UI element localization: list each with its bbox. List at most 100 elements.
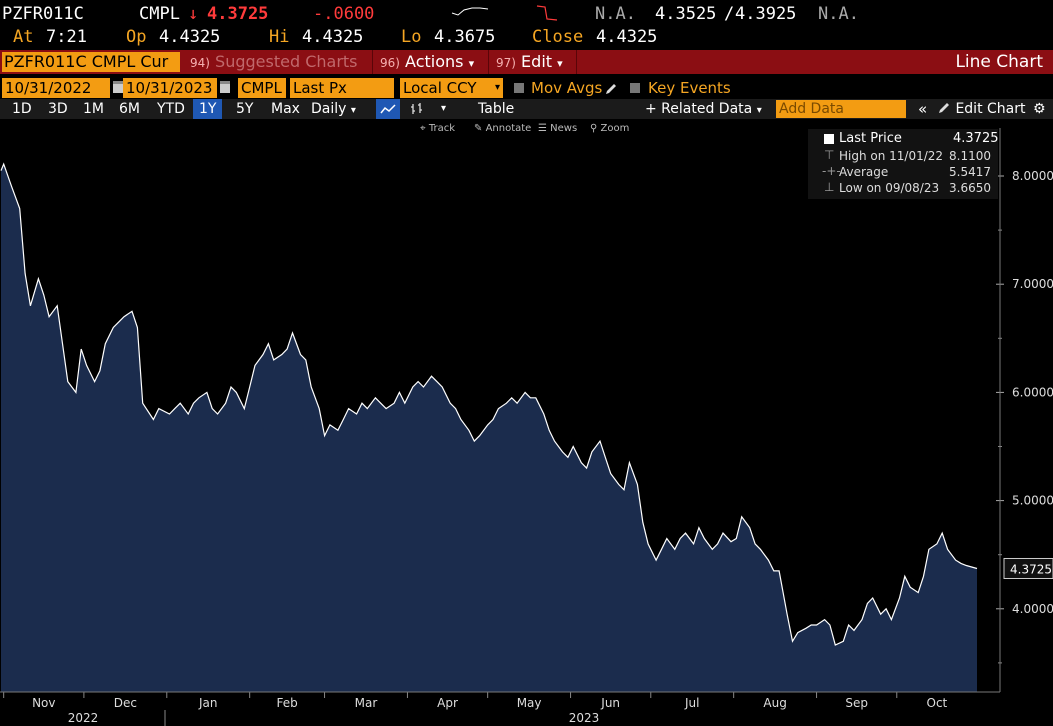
actions-caret-icon: ▾ [468,57,475,70]
security-field[interactable]: PZFR011C CMPL Cur [2,52,180,72]
high-value: 4.4325 [302,27,364,47]
currency-label: Local CCY [403,79,477,97]
end-date-field[interactable]: 10/31/2023 [123,78,217,98]
x-month-label: Dec [114,696,137,710]
range-6m[interactable]: 6M [119,101,140,117]
x-month-label: Jan [198,696,218,710]
field-selector[interactable]: Last Px [290,78,394,98]
at-label: At [13,27,34,47]
low-label: Lo [401,27,422,47]
crosshair-icon: ⌖ [420,123,426,134]
x-year-label: 2023 [569,711,600,725]
actions-menu[interactable]: 96) Actions ▾ [380,52,475,71]
price-source: CMPL [139,4,180,24]
legend-high-value: 8.1100 [949,149,991,163]
source-field[interactable]: CMPL [238,78,286,98]
calendar-icon[interactable] [220,81,230,93]
last-price: 4.3725 [207,4,269,24]
key-events-checkbox[interactable] [630,83,640,93]
related-data-menu[interactable]: + Related Data ▾ [645,99,762,119]
range-5y[interactable]: 5Y [236,101,254,117]
chart-legend: Last Price 4.3725 ⊤ High on 11/01/22 8.1… [808,129,999,199]
calendar-icon[interactable] [113,81,123,93]
edit-menu[interactable]: 97) Edit ▾ [496,52,563,71]
range-1d[interactable]: 1D [12,101,32,117]
actions-label: Actions [405,52,464,71]
gear-icon[interactable]: ⚙ [1033,101,1046,117]
trend-sparkline-icon [536,5,558,21]
range-max[interactable]: Max [271,101,300,117]
pencil-icon [939,103,949,113]
menu-bar: PZFR011C CMPL Cur 94) Suggested Charts 9… [0,50,1053,74]
range-toolbar: 1D 3D 1M 6M YTD 1Y 5Y Max Daily ▾ ▾ Tabl… [0,99,1053,119]
start-date-field[interactable]: 10/31/2022 [2,78,110,98]
table-button[interactable]: Table [478,101,515,117]
track-tool[interactable]: ⌖ Track [420,123,455,134]
x-month-label: Oct [927,696,948,710]
suggested-charts-menu[interactable]: 94) Suggested Charts [190,52,358,71]
low-value: 4.3675 [434,27,496,47]
y-tick-label: 6.0000 [1012,385,1053,399]
range-1m[interactable]: 1M [83,101,104,117]
mov-avgs-label: Mov Avgs [531,79,603,97]
edit-caret-icon: ▾ [557,57,563,70]
x-month-label: Jun [600,696,620,710]
edit-label: Edit [521,52,553,71]
chart-type-title: Line Chart [955,52,1043,72]
down-arrow-icon: ↓ [188,4,199,24]
x-month-label: Sep [845,696,868,710]
open-value: 4.4325 [159,27,221,47]
na-field-2: N.A. [818,4,859,24]
x-month-label: Aug [763,696,786,710]
key-events-label: Key Events [648,79,731,97]
controls-row: 10/31/2022 10/31/2023 CMPL Last Px Local… [0,78,1053,100]
frequency-caret-icon: ▾ [350,105,356,116]
range-1y[interactable]: 1Y [193,99,223,119]
menu-divider [488,50,489,74]
frequency-selector[interactable]: Daily ▾ [311,99,356,119]
ohlc-bar-icon [411,103,422,114]
last-price-tag-box [1003,557,1053,579]
y-tick-label: 4.0000 [1012,602,1053,616]
suggested-charts-label: Suggested Charts [215,52,358,71]
news-tool[interactable]: ☰ News [538,123,577,134]
x-month-label: Apr [437,696,458,710]
edit-chart-button[interactable]: Edit Chart [937,99,1026,119]
net-change: -.0600 [313,4,375,24]
annotate-label: Annotate [485,123,532,134]
last-price-swatch [824,134,834,144]
zoom-label: Zoom [600,123,630,134]
x-month-label: Jul [684,696,699,710]
collapse-panel-icon[interactable]: « [918,100,928,118]
average-marker-icon: -+- [822,164,841,178]
pencil-icon[interactable] [604,82,618,96]
zoom-tool[interactable]: ⚲ Zoom [590,123,629,134]
news-label: News [550,123,578,134]
line-chart-toggle[interactable] [376,99,400,119]
range-3d[interactable]: 3D [48,101,68,117]
open-label: Op [126,27,147,47]
zoom-icon: ⚲ [590,123,598,134]
mov-avgs-checkbox[interactable] [514,83,524,93]
price-line [0,162,978,646]
add-data-input[interactable]: Add Data [776,100,906,118]
currency-selector[interactable]: Local CCY ▾ [400,78,503,98]
range-ytd[interactable]: YTD [157,101,185,117]
frequency-label: Daily [311,101,347,117]
close-value: 4.4325 [596,27,658,47]
bid-ask-separator: / [724,4,735,24]
currency-caret-icon: ▾ [494,82,500,93]
line-chart-icon [380,104,396,114]
ticker[interactable]: PZFR011C [2,4,84,24]
bar-chart-toggle[interactable] [405,99,429,119]
news-icon: ☰ [538,123,547,134]
chart-style-caret-icon[interactable]: ▾ [441,103,447,114]
legend-last-value: 4.3725 [953,131,999,146]
legend-avg-value: 5.5417 [949,165,991,179]
high-label: Hi [269,27,290,47]
legend-avg-label: Average [839,165,889,179]
annotate-tool[interactable]: ✎ Annotate [474,123,531,134]
related-data-label: + Related Data [645,101,753,117]
y-tick-label: 8.0000 [1012,169,1053,183]
menu-divider [576,50,577,74]
